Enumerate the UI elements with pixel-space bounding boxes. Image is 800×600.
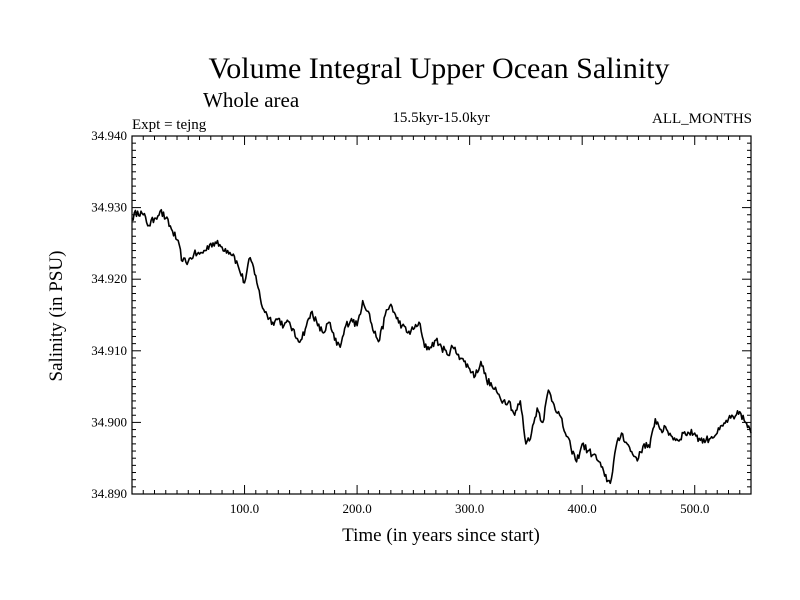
y-tick-label: 34.920 <box>91 271 127 286</box>
plot-area <box>131 135 752 495</box>
x-axis-label: Time (in years since start) <box>342 525 540 546</box>
y-tick-label: 34.900 <box>91 414 127 429</box>
x-tick-label: 300.0 <box>455 501 484 516</box>
x-tick-label: 500.0 <box>680 501 709 516</box>
period-label: 15.5kyr-15.0kyr <box>392 110 489 126</box>
y-tick-label: 34.940 <box>91 128 127 143</box>
x-tick-label: 100.0 <box>230 501 259 516</box>
y-tick-label: 34.910 <box>91 343 127 358</box>
chart-title: Volume Integral Upper Ocean Salinity <box>209 52 670 85</box>
y-tick-label: 34.890 <box>91 486 127 501</box>
experiment-label: Expt = tejng <box>132 117 207 133</box>
y-axis-label: Salinity (in PSU) <box>46 251 67 382</box>
y-axis: 34.940 34.930 34.920 34.910 34.900 34.890 <box>91 128 751 501</box>
salinity-series-line <box>131 208 752 485</box>
x-tick-label: 200.0 <box>342 501 371 516</box>
chart-subtitle: Whole area <box>203 88 300 112</box>
x-axis: 100.0 200.0 300.0 400.0 500.0 <box>142 136 741 516</box>
months-label: ALL_MONTHS <box>652 111 752 127</box>
x-tick-label: 400.0 <box>568 501 597 516</box>
y-tick-label: 34.930 <box>91 200 127 215</box>
